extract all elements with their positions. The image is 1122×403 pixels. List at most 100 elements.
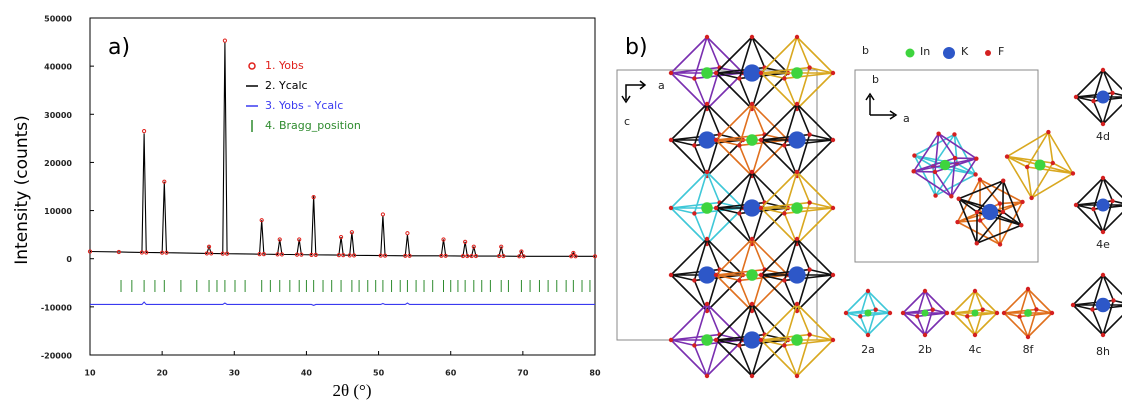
f-atom — [866, 333, 870, 337]
y-tick-label: 40000 — [44, 63, 72, 72]
f-atom — [844, 311, 848, 315]
f-atom — [795, 374, 799, 378]
site-label: 2b — [918, 343, 932, 356]
x-tick-label: 10 — [84, 369, 96, 378]
f-atom — [1110, 91, 1114, 95]
f-atom — [692, 343, 696, 347]
f-atom — [705, 170, 709, 174]
f-atom — [1101, 68, 1105, 72]
in-atom — [746, 134, 758, 146]
f-atom — [807, 200, 811, 204]
f-atom — [1091, 99, 1095, 103]
f-atom — [831, 273, 835, 277]
y-tick-label: 10000 — [44, 207, 72, 216]
f-atom — [975, 210, 979, 214]
legend-label: 4. Bragg_position — [265, 119, 361, 132]
f-atom — [1091, 207, 1095, 211]
f-atom — [933, 193, 937, 197]
f-atom — [795, 35, 799, 39]
f-atom — [714, 138, 718, 142]
f-atom — [973, 333, 977, 337]
f-atom — [1001, 178, 1005, 182]
f-atom — [995, 311, 999, 315]
f-atom — [737, 278, 741, 282]
f-atom — [669, 71, 673, 75]
legend-label: K — [961, 45, 969, 58]
legend-label: 1. Yobs — [265, 59, 304, 72]
in-atom — [701, 202, 713, 214]
f-atom — [981, 308, 985, 312]
obs-point — [223, 39, 226, 42]
f-atom — [737, 343, 741, 347]
k-atom — [743, 64, 760, 81]
f-atom — [933, 170, 937, 174]
f-atom — [705, 374, 709, 378]
f-atom — [782, 211, 786, 215]
x-tick-label: 20 — [157, 369, 169, 378]
axis-label: a — [658, 79, 665, 92]
f-atom — [795, 237, 799, 241]
f-atom — [936, 131, 940, 135]
f-atom — [911, 169, 915, 173]
site-label: 4c — [968, 343, 981, 356]
f-atom — [782, 278, 786, 282]
f-atom — [931, 308, 935, 312]
f-atom — [1026, 287, 1030, 291]
f-atom — [807, 65, 811, 69]
f-atom — [1034, 307, 1038, 311]
f-atom — [692, 143, 696, 147]
f-atom — [1101, 273, 1105, 277]
f-atom — [831, 338, 835, 342]
series-line — [90, 42, 595, 256]
f-atom — [737, 211, 741, 215]
f-atom — [669, 138, 673, 142]
f-atom — [714, 206, 718, 210]
f-atom — [750, 170, 754, 174]
f-atom — [1051, 161, 1055, 165]
f-atom — [974, 156, 978, 160]
obs-point — [143, 130, 146, 133]
f-atom — [807, 332, 811, 336]
f-atom — [1017, 314, 1021, 318]
site-label: 8h — [1096, 345, 1110, 358]
f-atom — [1110, 199, 1114, 203]
in-atom — [1024, 309, 1032, 317]
in-atom — [701, 334, 713, 346]
f-atom — [1101, 333, 1105, 337]
f-atom — [750, 102, 754, 106]
f-atom — [705, 102, 709, 106]
f-atom — [874, 308, 878, 312]
axis-label: b — [872, 73, 879, 86]
in-atom — [971, 309, 978, 316]
x-axis-label: 2θ (°) — [332, 381, 371, 400]
y-axis-label: Intensity (counts) — [12, 115, 32, 264]
f-atom — [759, 206, 763, 210]
f-atom — [669, 206, 673, 210]
f-atom — [1071, 171, 1075, 175]
f-atom — [705, 302, 709, 306]
f-atom — [953, 156, 957, 160]
obs-point — [381, 213, 384, 216]
k-atom — [1096, 298, 1110, 312]
y-tick-label: 20000 — [44, 159, 72, 168]
f-atom — [866, 289, 870, 293]
site-label: 4e — [1096, 238, 1110, 251]
k-atom — [743, 199, 760, 216]
f-atom — [714, 71, 718, 75]
f-atom — [1005, 154, 1009, 158]
f-atom — [795, 170, 799, 174]
site-label: 4d — [1096, 130, 1110, 143]
page: {"chart_data": {"type": "line", "panel_l… — [0, 0, 1122, 403]
f-atom — [782, 143, 786, 147]
f-atom — [1101, 230, 1105, 234]
f-atom — [1019, 223, 1023, 227]
panel-label: a) — [108, 35, 130, 60]
f-atom — [1074, 95, 1078, 99]
f-atom — [951, 311, 955, 315]
f-atom — [858, 314, 862, 318]
f-atom — [737, 143, 741, 147]
f-atom — [912, 153, 916, 157]
in-atom — [864, 309, 871, 316]
legend-label: 2. Ycalc — [265, 79, 308, 92]
f-atom — [795, 102, 799, 106]
